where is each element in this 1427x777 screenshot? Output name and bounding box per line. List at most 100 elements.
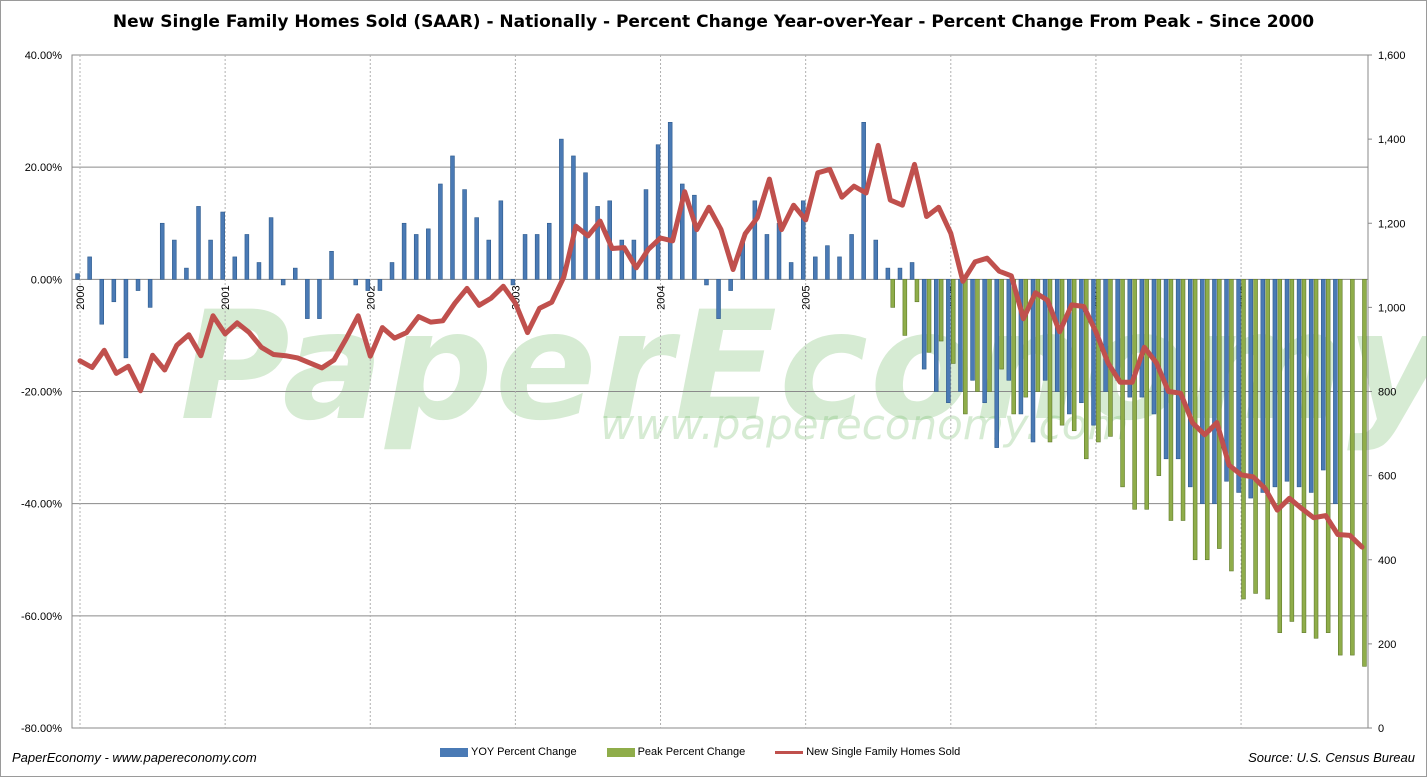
yoy-bar (522, 234, 528, 280)
peak-bar (1229, 279, 1234, 572)
peak-bar (1084, 279, 1089, 460)
yoy-bar (861, 122, 866, 280)
yoy-bar (353, 279, 358, 286)
y-right-tick-label: 200 (1378, 639, 1396, 651)
yoy-bar (1163, 279, 1169, 460)
yoy-bar (1127, 279, 1133, 398)
yoy-bar (534, 234, 540, 280)
yoy-bar (1333, 279, 1338, 504)
y-right-tick-label: 1,400 (1378, 134, 1406, 146)
yoy-bar (305, 279, 310, 319)
yoy-bar (450, 155, 455, 280)
yoy-bar (619, 239, 625, 280)
peak-bar (902, 279, 908, 336)
yoy-bar (934, 279, 939, 392)
x-tick-label: 2004 (656, 285, 668, 309)
yoy-bar (1284, 279, 1290, 482)
yoy-bar (921, 279, 927, 370)
y-left-tick-label: -80.00% (21, 723, 62, 735)
yoy-bar (752, 200, 758, 280)
peak-bar (938, 279, 944, 342)
yoy-bar (716, 279, 721, 319)
yoy-bar (280, 279, 286, 286)
sales-line (77, 142, 1365, 550)
yoy-bar (1260, 279, 1266, 493)
yoy-bar (680, 183, 685, 280)
yoy-bar (268, 217, 274, 280)
yoy-bar (958, 279, 963, 392)
yoy-bar (1030, 279, 1036, 443)
footer-credit: PaperEconomy - www.papereconomy.com (12, 750, 257, 765)
yoy-bar (389, 262, 395, 280)
y-left-tick-label: 40.00% (25, 50, 63, 62)
yoy-bar (365, 279, 371, 291)
yoy-bar (559, 138, 564, 280)
legend-swatch-sales (775, 750, 804, 754)
yoy-bar (220, 211, 225, 280)
yoy-bar (788, 262, 794, 280)
yoy-bar (1321, 279, 1326, 471)
peak-bar (1313, 279, 1319, 639)
yoy-bar (208, 239, 213, 280)
yoy-bar (474, 217, 479, 280)
yoy-bar (426, 228, 431, 280)
yoy-bar (1248, 279, 1253, 499)
peak-bar (1362, 279, 1367, 667)
yoy-bar (704, 279, 709, 286)
yoy-bar (885, 267, 891, 280)
peak-bar (1096, 279, 1101, 443)
peak-bar (1023, 279, 1029, 398)
legend-swatch-peak (606, 747, 635, 757)
peak-bar (890, 279, 896, 308)
yoy-bar (728, 279, 733, 291)
y-left-tick-label: 20.00% (25, 162, 63, 174)
yoy-bar (1224, 279, 1229, 482)
y-left-tick-label: -60.00% (21, 611, 62, 623)
yoy-bar (401, 222, 407, 280)
y-right-tick-label: 800 (1378, 387, 1396, 399)
yoy-bar (244, 234, 250, 280)
y-left-tick-label: -20.00% (21, 387, 62, 399)
yoy-bar (75, 273, 80, 280)
footer-source: Source: U.S. Census Bureau (1248, 750, 1415, 765)
legend: YOY Percent Change Peak Percent Change N… (440, 746, 990, 758)
yoy-bar (909, 262, 915, 280)
peak-bar (1301, 279, 1307, 633)
legend-item-sales: New Single Family Homes Sold (775, 746, 960, 758)
yoy-bar (667, 122, 673, 280)
y-right-tick-label: 600 (1378, 471, 1396, 483)
yoy-bar (317, 279, 322, 319)
peak-bar (1047, 279, 1053, 443)
peak-bar (963, 279, 968, 415)
yoy-bar (1067, 279, 1072, 415)
yoy-bar (571, 155, 576, 280)
yoy-bar (1200, 279, 1205, 504)
yoy-bar (897, 267, 903, 280)
yoy-bar (135, 279, 141, 291)
x-tick-label: 2000 (75, 285, 87, 309)
yoy-bar (1018, 279, 1024, 415)
peak-bar (1265, 279, 1270, 600)
yoy-bar (1151, 279, 1157, 415)
yoy-bar (111, 279, 117, 303)
yoy-bar (232, 256, 238, 280)
x-tick-label: 2001 (220, 285, 232, 309)
yoy-bar (184, 267, 189, 280)
yoy-bar (1308, 279, 1314, 493)
peak-bar (1289, 279, 1295, 622)
yoy-bar (99, 279, 104, 325)
yoy-bar (377, 279, 383, 291)
legend-swatch-yoy (440, 747, 468, 757)
yoy-bar (1079, 279, 1084, 404)
legend-label-sales: New Single Family Homes Sold (806, 746, 961, 758)
yoy-bar (123, 279, 129, 359)
peak-bar (1204, 279, 1210, 561)
yoy-bar (147, 279, 153, 308)
x-tick-label: 2005 (801, 285, 813, 309)
peak-bar (1011, 279, 1016, 415)
yoy-bar (583, 172, 588, 280)
chart-title: New Single Family Homes Sold (SAAR) - Na… (112, 12, 1315, 32)
y-right-tick-label: 1,000 (1378, 302, 1406, 314)
yoy-bar (196, 206, 201, 280)
